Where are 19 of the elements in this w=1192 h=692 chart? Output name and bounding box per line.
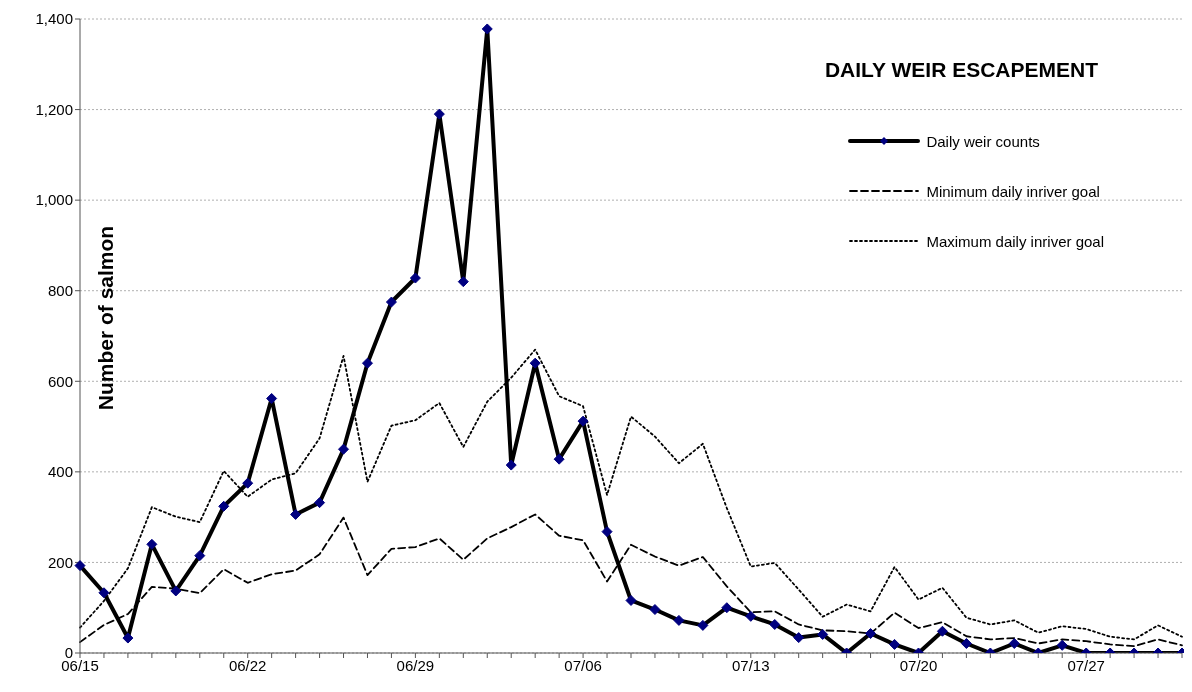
text: DAILY WEIR ESCAPEMENT: [824, 58, 1098, 82]
y-axis-title: Number of salmon: [94, 225, 118, 411]
y-tick-label: 400: [47, 463, 73, 481]
y-tick-label: 1,400: [35, 10, 73, 28]
y-tick-label: 1,000: [35, 191, 73, 209]
x-tick-label: 07/06: [564, 656, 602, 674]
legend-label: Daily weir counts: [926, 132, 1040, 150]
x-tick-label: 07/13: [732, 656, 770, 674]
y-tick-label: 1,200: [35, 100, 73, 118]
x-tick-label: 07/20: [899, 656, 938, 674]
x-tick-label: 06/22: [228, 656, 267, 674]
legend-label: Minimum daily inriver goal: [926, 182, 1100, 200]
x-tick-label: 06/29: [396, 656, 435, 674]
y-tick-label: 200: [47, 553, 73, 571]
legend-label: Maximum daily inriver goal: [926, 232, 1104, 250]
y-tick-label: 600: [47, 372, 73, 390]
x-tick-label: 07/27: [1067, 656, 1105, 674]
y-tick-label: 0: [64, 644, 73, 662]
y-tick-label: 800: [47, 282, 73, 300]
